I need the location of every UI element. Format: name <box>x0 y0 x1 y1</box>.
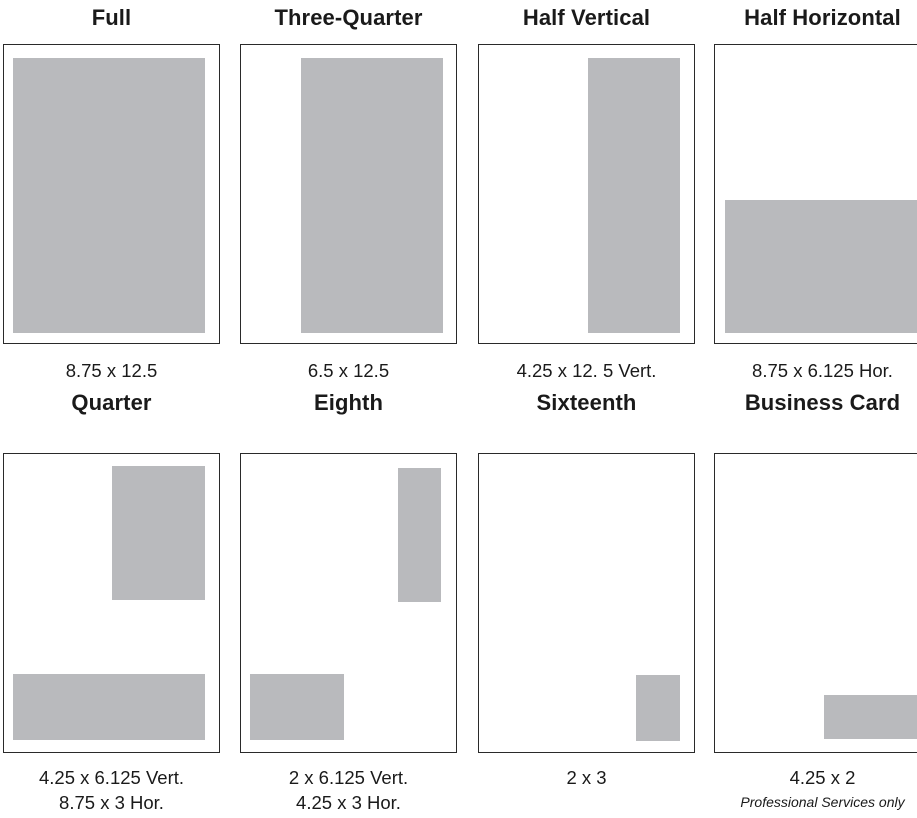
ad-size-three-quarter: Three-Quarter 6.5 x 12.5 <box>240 0 457 390</box>
ad-area-vertical <box>398 468 441 602</box>
professional-services-note: Professional Services only <box>740 794 905 810</box>
size-title: Full <box>91 5 132 30</box>
ad-size-eighth: Eighth 2 x 6.125 Vert. 4.25 x 3 Hor. <box>240 390 457 818</box>
size-dimensions: 4.25 x 6.125 Vert. 8.75 x 3 Hor. <box>3 765 220 815</box>
ad-size-sixteenth: Sixteenth 2 x 3 <box>478 390 695 818</box>
page-outline <box>3 44 220 344</box>
horizontal-dimensions: 8.75 x 3 Hor. <box>59 792 164 813</box>
size-title: Business Card <box>744 390 901 415</box>
ad-area-horizontal <box>13 674 205 740</box>
vertical-dimensions: 4.25 x 6.125 Vert. <box>38 767 185 788</box>
ad-area <box>588 58 680 333</box>
size-title: Sixteenth <box>536 390 637 415</box>
size-dimensions: 2 x 3 <box>566 767 607 788</box>
size-title: Half Vertical <box>522 5 651 30</box>
page-outline <box>714 453 917 753</box>
size-dimensions: 6.5 x 12.5 <box>307 360 390 381</box>
ad-area <box>824 695 917 739</box>
vertical-dimensions: 2 x 6.125 Vert. <box>288 767 409 788</box>
ad-area <box>725 200 917 333</box>
size-title: Half Horizontal <box>744 5 901 30</box>
horizontal-dimensions: 4.25 x 3 Hor. <box>296 792 401 813</box>
ad-area-horizontal <box>250 674 344 740</box>
page-outline <box>478 44 695 344</box>
ad-size-business-card: Business Card 4.25 x 2 Professional Serv… <box>714 390 917 818</box>
size-dimensions: 2 x 6.125 Vert. 4.25 x 3 Hor. <box>240 765 457 815</box>
page-outline <box>240 453 457 753</box>
ad-area <box>301 58 443 333</box>
size-title: Eighth <box>313 390 384 415</box>
size-title: Three-Quarter <box>274 5 423 30</box>
card-dimensions: 4.25 x 2 <box>789 767 856 788</box>
ad-size-quarter: Quarter 4.25 x 6.125 Vert. 8.75 x 3 Hor. <box>3 390 220 818</box>
page-outline <box>3 453 220 753</box>
ad-area <box>13 58 205 333</box>
ad-size-half-horizontal: Half Horizontal 8.75 x 6.125 Hor. <box>714 0 917 390</box>
page-outline <box>714 44 917 344</box>
size-dimensions: 8.75 x 12.5 <box>65 360 158 381</box>
page-outline <box>478 453 695 753</box>
ad-size-full: Full 8.75 x 12.5 <box>3 0 220 390</box>
size-dimensions: 4.25 x 12. 5 Vert. <box>516 360 657 381</box>
ad-area-vertical <box>112 466 205 600</box>
size-title: Quarter <box>71 390 152 415</box>
ad-size-half-vertical: Half Vertical 4.25 x 12. 5 Vert. <box>478 0 695 390</box>
ad-area <box>636 675 680 741</box>
size-dimensions: 4.25 x 2 Professional Services only <box>714 765 917 811</box>
size-dimensions: 8.75 x 6.125 Hor. <box>752 360 893 381</box>
page-outline <box>240 44 457 344</box>
